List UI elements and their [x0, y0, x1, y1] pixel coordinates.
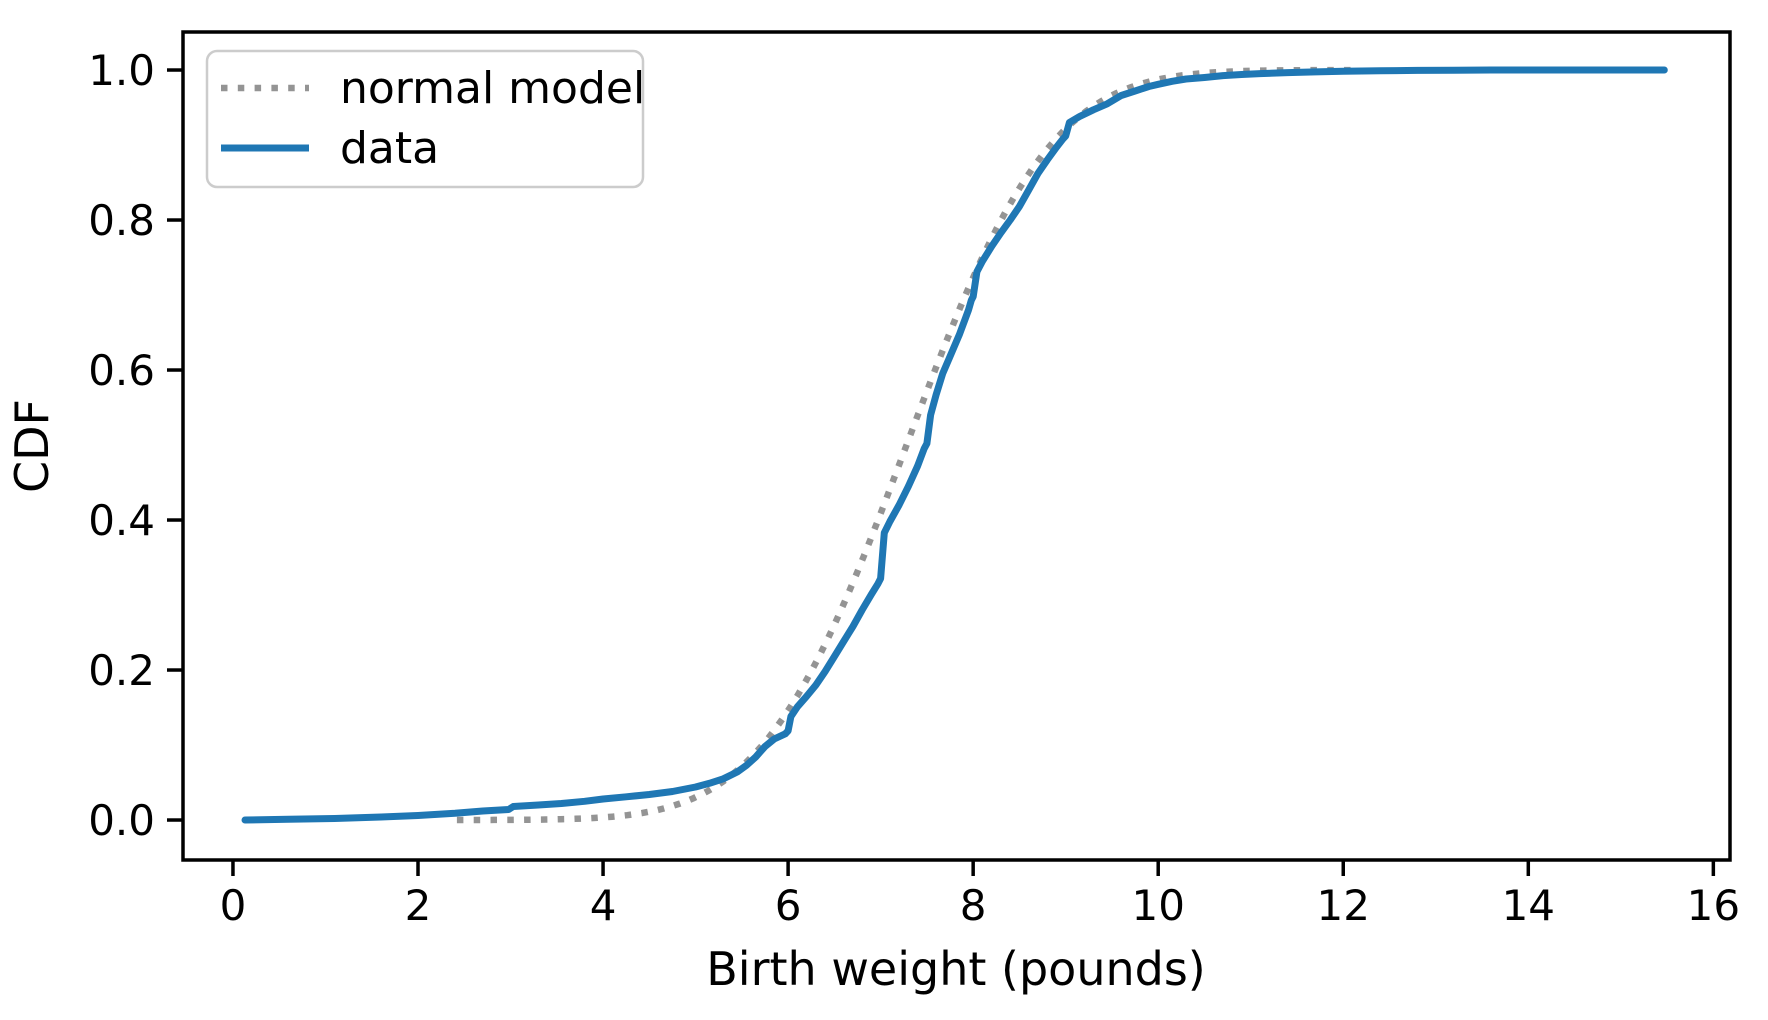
y-axis-ticks: 0.0 0.2 0.4 0.6 0.8 1.0 [88, 46, 183, 845]
legend: normal model data [205, 49, 645, 189]
x-tick-label: 0 [220, 881, 247, 930]
legend-label-normal-model: normal model [340, 63, 645, 114]
x-tick-label: 14 [1502, 881, 1555, 930]
x-tick-label: 12 [1317, 881, 1370, 930]
y-tick-label: 0.8 [88, 196, 155, 245]
x-tick-label: 6 [775, 881, 802, 930]
normal-model-curve [456, 66, 1353, 824]
x-tick-label: 16 [1687, 881, 1740, 930]
y-axis-label: CDF [5, 399, 59, 493]
x-tick-label: 8 [960, 881, 987, 930]
y-tick-label: 0.4 [88, 496, 155, 545]
y-tick-label: 0.2 [88, 646, 155, 695]
legend-label-data: data [340, 123, 439, 174]
y-tick-label: 0.6 [88, 346, 155, 395]
plot-frame [181, 30, 1732, 862]
y-tick-label: 0.0 [88, 796, 155, 845]
x-tick-label: 4 [590, 881, 617, 930]
x-axis-ticks: 0 2 4 6 8 10 12 14 16 [220, 860, 1740, 930]
legend-box [205, 49, 645, 189]
y-tick-label: 1.0 [88, 46, 155, 95]
data-curve [241, 66, 1668, 824]
x-tick-label: 10 [1131, 881, 1184, 930]
x-tick-label: 2 [405, 881, 432, 930]
x-axis-label: Birth weight (pounds) [706, 942, 1206, 996]
